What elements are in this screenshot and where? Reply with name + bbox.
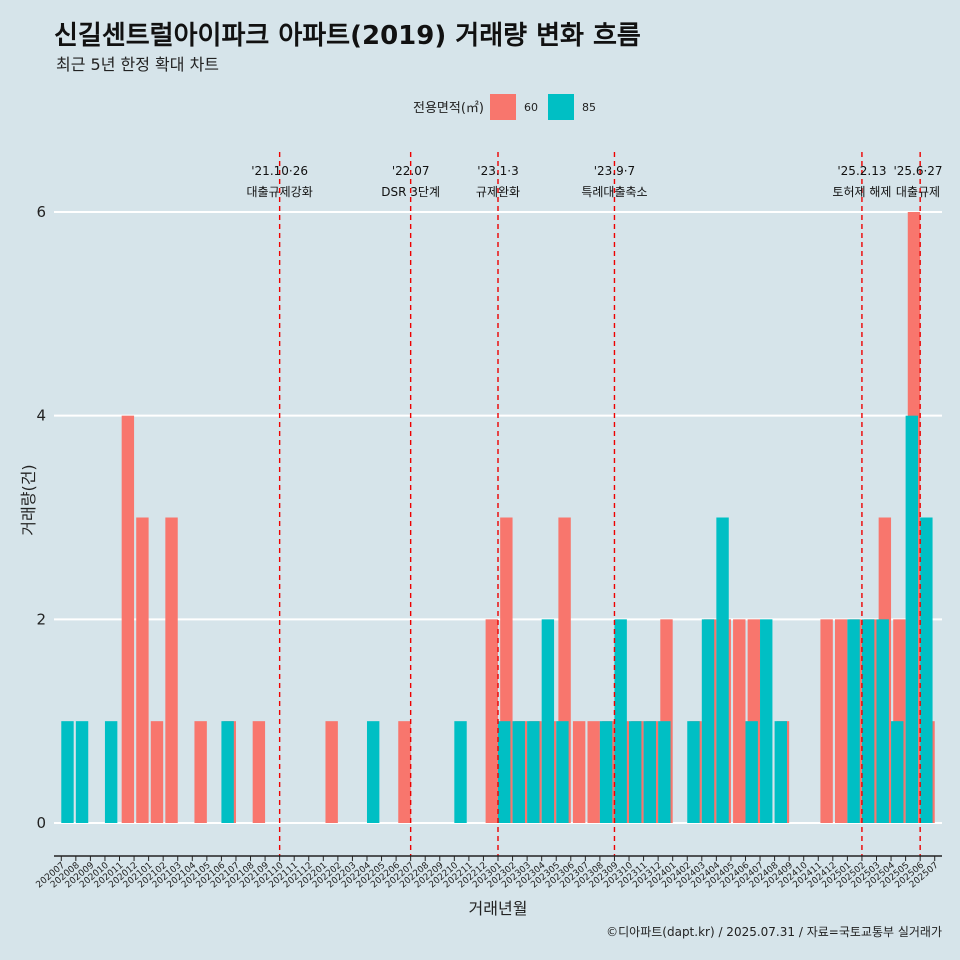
y-tick-label: 2	[36, 610, 46, 628]
legend-title: 전용면적(㎡)	[413, 101, 484, 116]
event-annotations: '21.10·26 대출규제강화 '22.07 DSR 3단계 '23.1·3 규제완화 '…	[247, 152, 943, 856]
event-label: DSR 3단계	[381, 185, 440, 199]
legend-label-85: 85	[582, 101, 596, 114]
bar-85-202309	[614, 619, 627, 823]
chart-subtitle: 최근 5년 한정 확대 차트	[56, 55, 219, 74]
bars	[61, 212, 935, 823]
event-date-label: '22.07	[392, 164, 430, 178]
bar-85-202310	[629, 721, 642, 823]
y-tick-label: 6	[36, 203, 46, 221]
y-axis-title: 거래량(건)	[19, 464, 38, 535]
bar-85-202304	[541, 619, 555, 823]
event-label: 특례대출축소	[581, 185, 647, 199]
event-label: 대출규제강화	[247, 185, 313, 199]
bar-85-202010	[104, 721, 118, 823]
x-axis: 2020072020082020092020102020112020122021…	[34, 855, 942, 890]
bar-60-202308	[587, 721, 600, 823]
bar-60-202102	[150, 721, 164, 823]
bar-85-202504	[891, 721, 904, 823]
bar-85-202302	[512, 721, 525, 823]
bar-60-202406	[733, 619, 746, 823]
legend: 전용면적(㎡) 60 85	[413, 94, 596, 120]
event-label: 규제완화	[476, 185, 520, 199]
bar-85-202305	[556, 721, 569, 823]
bar-85-202008	[75, 721, 89, 823]
bar-85-202406	[745, 721, 758, 823]
event-label: 대출규제	[896, 185, 940, 199]
bar-85-202311	[643, 721, 656, 823]
bar-60-202101	[136, 517, 149, 823]
legend-swatch-85	[548, 94, 574, 120]
bar-85-202408	[774, 721, 787, 823]
bar-60-202412	[820, 619, 833, 823]
bar-85-202204	[366, 721, 380, 823]
bar-85-202210	[454, 721, 467, 823]
chart-title: 신길센트럴아이파크 아파트(2019) 거래량 변화 흐름	[54, 21, 641, 51]
bar-60-202109	[252, 721, 266, 823]
event-date-label: '23.9·7	[594, 164, 635, 178]
y-tick-label: 4	[36, 407, 46, 425]
y-tick-label: 0	[36, 814, 46, 832]
bar-85-202505	[905, 415, 919, 823]
bar-85-202407	[760, 619, 773, 823]
bar-85-202501	[847, 619, 860, 823]
bar-60-202501	[834, 619, 848, 823]
bar-85-202403	[701, 619, 715, 823]
bar-85-202404	[716, 517, 729, 823]
bar-60-202307	[572, 721, 586, 823]
y-axis-ticks: 0 2 4 6	[36, 203, 46, 832]
bar-85-202303	[527, 721, 540, 823]
x-axis-title: 거래년월	[469, 899, 528, 918]
bar-85-202502	[861, 619, 875, 823]
event-label: 토허제 해제	[832, 185, 891, 199]
bar-60-202207	[398, 721, 411, 823]
bar-85-202308	[599, 721, 613, 823]
bar-60-202105	[194, 721, 207, 823]
event-date-label: '25.2.13	[837, 164, 886, 178]
event-date-label: '25.6·27	[893, 164, 942, 178]
event-date-label: '23.1·3	[477, 164, 518, 178]
bar-85-202402	[687, 721, 700, 823]
caption: ©디아파트(dapt.kr) / 2025.07.31 / 자료=국토교통부 실…	[606, 925, 942, 939]
legend-label-60: 60	[524, 101, 538, 114]
bar-85-202301	[498, 721, 511, 823]
bar-60-202103	[165, 517, 178, 823]
legend-swatch-60	[490, 94, 516, 120]
bar-85-202506	[920, 517, 933, 823]
bar-85-202312	[658, 721, 671, 823]
bar-60-202301	[485, 619, 498, 823]
bar-85-202503	[876, 619, 889, 823]
event-date-label: '21.10·26	[251, 164, 308, 178]
bar-85-202007	[61, 721, 74, 823]
bar-60-202012	[121, 415, 135, 823]
bar-60-202202	[325, 721, 338, 823]
bar-85-202106	[221, 721, 234, 823]
